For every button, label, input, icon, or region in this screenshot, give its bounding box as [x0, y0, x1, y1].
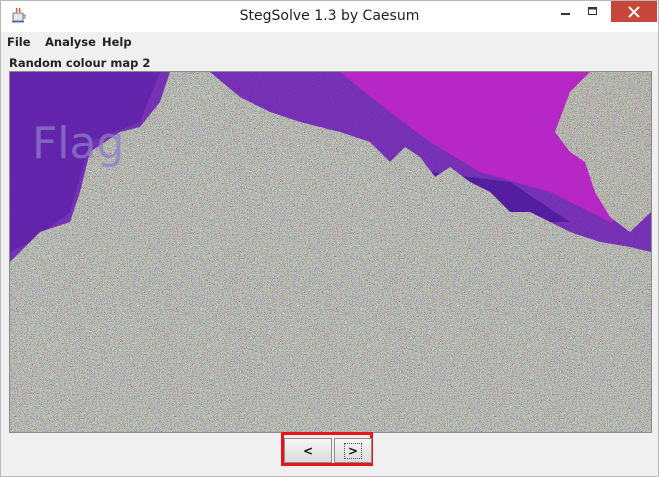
next-plane-button[interactable]: >	[334, 438, 372, 463]
java-cup-icon	[12, 7, 26, 23]
close-button[interactable]	[611, 1, 657, 22]
image-viewer: Flag	[9, 71, 652, 433]
minimize-icon	[561, 12, 570, 15]
flag-watermark: Flag	[32, 118, 124, 169]
next-plane-label: >	[343, 442, 363, 459]
maximize-icon	[588, 6, 597, 15]
view-mode-label: Random colour map 2	[9, 56, 151, 70]
menu-analyse[interactable]: Analyse	[45, 35, 96, 49]
menu-file[interactable]: File	[7, 35, 31, 49]
filtered-image: Flag	[10, 72, 651, 432]
maximize-button[interactable]	[580, 1, 606, 22]
window-title: StegSolve 1.3 by Caesum	[239, 8, 420, 24]
prev-plane-button[interactable]: <	[284, 438, 332, 463]
menu-bar: File Analyse Help	[1, 32, 658, 52]
menu-help[interactable]: Help	[102, 35, 132, 49]
title-bar[interactable]: StegSolve 1.3 by Caesum	[1, 1, 658, 32]
close-icon	[628, 5, 640, 18]
minimize-button[interactable]	[553, 1, 579, 22]
